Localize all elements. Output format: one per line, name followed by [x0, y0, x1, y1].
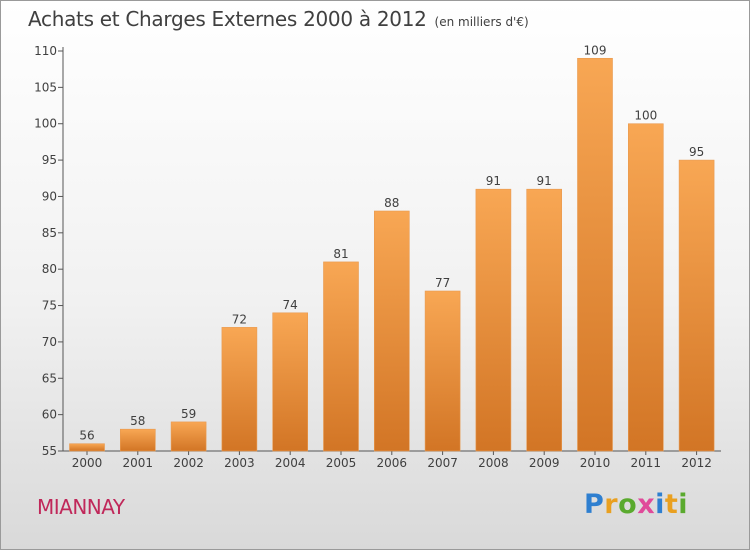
data-label: 88 — [384, 196, 399, 210]
logo-letter: o — [618, 489, 638, 520]
data-labels: 56 58 59 72 74 81 88 77 91 91 109 100 95 — [79, 43, 704, 442]
data-label: 81 — [333, 247, 348, 261]
data-label: 74 — [283, 298, 298, 312]
x-tick-label: 2000 — [72, 456, 103, 470]
proxiti-logo: Proxiti — [584, 489, 688, 520]
logo-letter: P — [584, 489, 605, 520]
data-label: 91 — [537, 174, 552, 188]
logo-letter: i — [655, 489, 665, 520]
logo-letter: r — [604, 489, 619, 520]
y-tick-label: 60 — [42, 408, 57, 422]
x-tick-label: 2003 — [224, 456, 255, 470]
x-axis: 2000 2001 2002 2003 2004 2005 2006 2007 2008 2009… — [63, 450, 721, 470]
x-tick-label: 2002 — [173, 456, 204, 470]
chart-title-text: Achats et Charges Externes 2000 à 2012 — [28, 7, 427, 31]
y-tick-label: 105 — [34, 80, 57, 94]
y-tick-label: 70 — [42, 335, 57, 349]
y-tick-label: 85 — [42, 226, 57, 240]
y-tick-label: 75 — [42, 299, 57, 313]
bar-2005 — [323, 261, 359, 452]
logo-letter: t — [664, 489, 679, 520]
data-label: 100 — [634, 109, 657, 123]
y-tick-label: 55 — [42, 444, 57, 458]
bar-2007 — [424, 290, 461, 452]
x-tick-label: 2008 — [478, 456, 509, 470]
data-label: 77 — [435, 276, 450, 290]
bars — [69, 57, 715, 452]
x-tick-label: 2012 — [681, 456, 712, 470]
bar-2009 — [526, 188, 563, 452]
chart-unit: (en milliers d'€) — [434, 15, 529, 29]
logo-letter: x — [637, 489, 656, 520]
x-tick-label: 2001 — [123, 456, 154, 470]
bar-2001 — [120, 428, 156, 452]
logo-letter: i — [678, 489, 689, 520]
bar-2006 — [373, 210, 410, 452]
bar-2012 — [678, 159, 715, 452]
y-axis: 55 60 65 70 75 80 85 90 95 100 105 110 — [34, 44, 64, 458]
data-label: 95 — [689, 145, 704, 159]
x-tick-label: 2006 — [377, 456, 408, 470]
data-label: 58 — [130, 414, 145, 428]
x-tick-label: 2005 — [326, 456, 357, 470]
x-tick-label: 2010 — [580, 456, 611, 470]
commune-name: MIANNAY — [37, 495, 125, 519]
data-label: 72 — [232, 312, 247, 326]
y-tick-label: 95 — [42, 153, 57, 167]
data-label: 91 — [486, 174, 501, 188]
x-tick-label: 2007 — [427, 456, 458, 470]
data-label: 59 — [181, 407, 196, 421]
y-tick-label: 65 — [42, 371, 57, 385]
bar-2002 — [170, 421, 207, 452]
x-tick-label: 2011 — [631, 456, 662, 470]
data-label: 56 — [79, 429, 94, 443]
bar-2000 — [69, 443, 105, 452]
bar-2008 — [475, 188, 512, 452]
bar-2010 — [577, 57, 613, 452]
data-label: 109 — [584, 43, 607, 57]
y-tick-label: 110 — [34, 44, 57, 58]
bar-2011 — [627, 123, 664, 452]
y-tick-label: 80 — [42, 262, 57, 276]
y-tick-label: 100 — [34, 117, 57, 131]
x-tick-label: 2009 — [529, 456, 560, 470]
y-tick-label: 90 — [42, 189, 57, 203]
bar-2004 — [272, 312, 309, 452]
chart-title: Achats et Charges Externes 2000 à 2012 (e… — [28, 7, 529, 31]
x-tick-label: 2004 — [275, 456, 306, 470]
bar-2003 — [221, 327, 258, 452]
